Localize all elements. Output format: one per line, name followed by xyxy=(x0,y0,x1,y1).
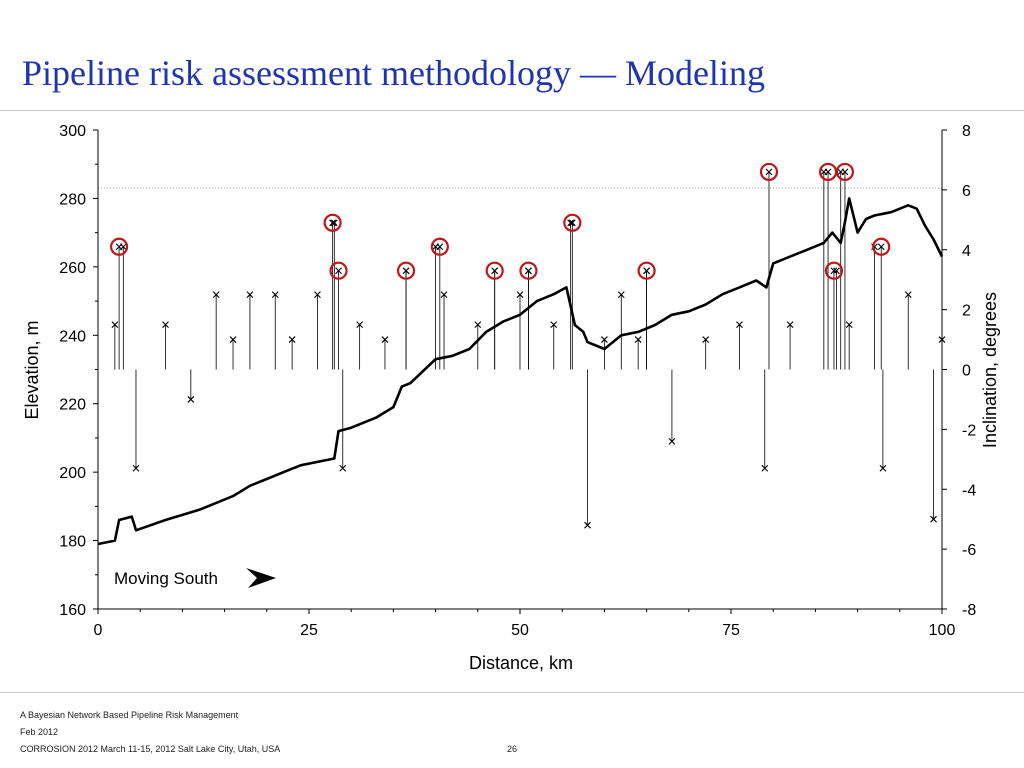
elevation-series-line xyxy=(97,197,944,546)
highlighted-inclination-point xyxy=(491,267,499,275)
highlight-circle xyxy=(759,162,779,182)
inclination-point xyxy=(229,336,237,343)
highlight-circle xyxy=(323,213,342,232)
highlight-circle xyxy=(396,261,416,280)
footer-conference: CORROSION 2012 March 11-15, 2012 Salt La… xyxy=(20,744,281,754)
highlighted-inclination-point xyxy=(643,267,650,275)
inclination-point xyxy=(356,321,364,328)
y-tick-label-right: 4 xyxy=(962,243,971,260)
footer-divider xyxy=(0,692,1024,693)
footer-date: Feb 2012 xyxy=(20,727,59,737)
highlight-circle xyxy=(824,261,844,280)
y-tick-label-right: 2 xyxy=(962,303,971,320)
inclination-point xyxy=(550,321,558,328)
y-tick-label-left: 260 xyxy=(59,260,86,277)
y-tick-label-left: 200 xyxy=(59,465,86,482)
x-tick-label: 0 xyxy=(94,622,103,639)
inclination-point xyxy=(668,437,676,445)
x-tick-label: 100 xyxy=(929,622,956,639)
inclination-point xyxy=(440,291,448,299)
inclination-point xyxy=(132,464,140,472)
y-tick-label-left: 160 xyxy=(59,602,86,619)
inclination-point xyxy=(833,267,840,275)
inclination-point xyxy=(930,515,937,523)
highlighted-inclination-point xyxy=(824,168,832,176)
inclination-point xyxy=(634,336,642,343)
elevation-inclination-chart: 160 180 200 220 240 260 280 300 -8 -6 -4 -2 0 2 4 6 8 0 25… xyxy=(22,123,1000,673)
highlight-circle xyxy=(872,237,891,256)
title-divider xyxy=(0,110,1024,111)
inclination-point xyxy=(187,396,195,403)
moving-south-annotation: Moving South xyxy=(114,569,218,588)
inclination-point xyxy=(516,291,524,299)
y-tick-label-left: 300 xyxy=(59,123,86,140)
y-axis-title-right: Inclination, degrees xyxy=(980,292,1000,448)
highlighted-inclination-point xyxy=(765,168,773,176)
inclination-point xyxy=(271,291,279,299)
page-number: 26 xyxy=(507,744,518,754)
highlighted-inclination-point xyxy=(830,267,838,275)
y-tick-label-right: 0 xyxy=(962,363,971,380)
highlighted-inclination-point xyxy=(525,267,532,275)
y-tick-label-right: -6 xyxy=(962,542,976,559)
highlight-circle xyxy=(835,162,855,182)
inclination-point xyxy=(761,464,769,472)
highlighted-inclination-point xyxy=(329,219,337,227)
y-tick-label-left: 220 xyxy=(59,397,86,414)
highlighted-inclination-point xyxy=(115,243,123,251)
inclination-point xyxy=(381,336,389,343)
inclination-point xyxy=(162,321,169,328)
highlighted-inclination-point xyxy=(841,168,849,176)
y-tick-label-right: -4 xyxy=(962,482,976,499)
y-tick-label-left: 180 xyxy=(59,534,86,551)
inclination-point xyxy=(474,321,482,328)
y-tick-label-right: -8 xyxy=(962,602,976,619)
inclination-point xyxy=(702,336,710,343)
inclination-point xyxy=(288,336,296,343)
y-tick-label-right: 6 xyxy=(962,183,971,200)
highlight-circle xyxy=(563,213,582,232)
y-tick-label-right: -2 xyxy=(962,422,976,439)
y-tick-label-right: 8 xyxy=(962,123,971,140)
highlight-circle xyxy=(430,237,449,256)
x-tick-label: 25 xyxy=(300,622,318,639)
inclination-point xyxy=(845,321,853,328)
inclination-point xyxy=(736,321,743,328)
highlighted-inclination-point xyxy=(877,243,885,251)
highlighted-inclination-point xyxy=(335,267,342,275)
footer-presentation-title: A Bayesian Network Based Pipeline Risk M… xyxy=(20,710,239,720)
inclination-point xyxy=(314,291,321,299)
highlight-circle xyxy=(519,261,538,280)
inclination-point xyxy=(111,321,119,328)
inclination-point xyxy=(212,291,220,299)
highlighted-inclination-point xyxy=(568,219,576,227)
inclination-point xyxy=(246,291,254,299)
y-tick-label-left: 280 xyxy=(59,191,86,208)
highlight-circle xyxy=(485,261,504,280)
highlight-circle xyxy=(109,237,129,256)
x-tick-label: 50 xyxy=(511,622,529,639)
inclination-point xyxy=(786,321,794,328)
x-axis-title: Distance, km xyxy=(469,653,573,673)
highlighted-inclination-point xyxy=(402,267,410,275)
inclination-point xyxy=(617,291,625,299)
inclination-point xyxy=(601,336,608,343)
inclination-point xyxy=(904,291,912,299)
highlight-circle xyxy=(329,261,348,280)
y-tick-label-left: 240 xyxy=(59,328,86,345)
inclination-point xyxy=(879,464,887,472)
inclination-point xyxy=(339,464,347,472)
direction-arrow-icon xyxy=(246,568,276,588)
slide-title: Pipeline risk assessment methodology — M… xyxy=(22,53,765,93)
y-axis-title-left: Elevation, m xyxy=(22,320,42,419)
x-tick-label: 75 xyxy=(722,622,740,639)
inclination-point xyxy=(584,521,591,529)
highlight-circle xyxy=(637,261,656,280)
highlighted-inclination-point xyxy=(436,243,444,251)
